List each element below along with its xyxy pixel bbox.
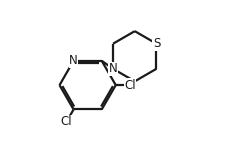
Text: N: N [108, 62, 117, 75]
Text: S: S [152, 37, 159, 50]
Text: Cl: Cl [124, 79, 135, 92]
Text: Cl: Cl [60, 116, 72, 128]
Text: N: N [69, 54, 78, 67]
